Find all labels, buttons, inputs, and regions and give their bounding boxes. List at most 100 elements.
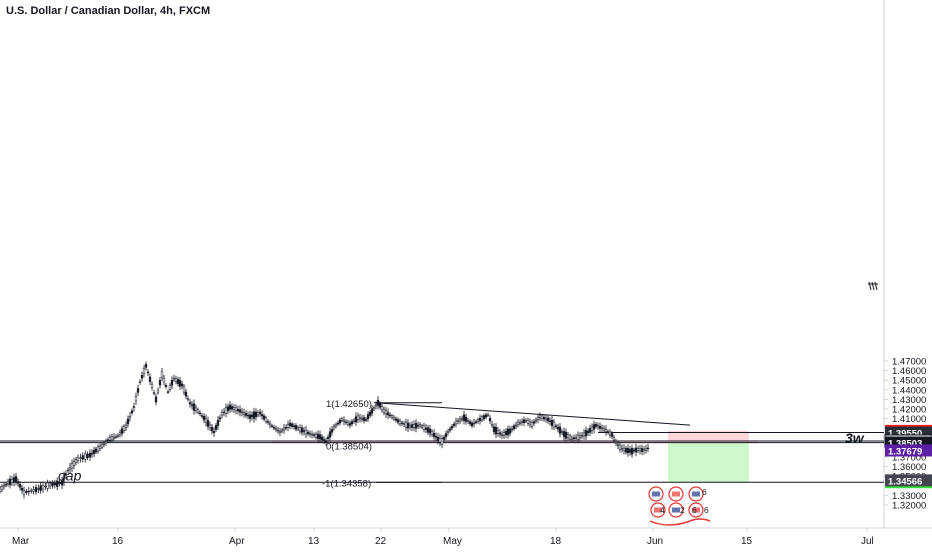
candle-body: [506, 428, 510, 436]
candle-body: [524, 420, 528, 422]
candle-body: [132, 406, 136, 408]
candle-body: [198, 412, 202, 415]
candle-body: [598, 425, 602, 429]
candle-body: [86, 453, 89, 458]
candle-body: [228, 404, 232, 410]
candle-body: [504, 431, 508, 435]
candle-body: [244, 413, 248, 416]
y-tick-label: 1.41000: [892, 414, 926, 425]
candle-body: [194, 407, 198, 411]
candle-body: [366, 414, 370, 420]
candle-body: [582, 432, 586, 437]
candle-body: [162, 378, 166, 383]
candle-body: [360, 418, 364, 420]
candle-body: [176, 379, 180, 385]
candle-body: [39, 485, 42, 491]
candle-body: [552, 421, 556, 428]
candle-body: [290, 423, 294, 427]
candle-body: [254, 411, 258, 417]
risk-zone: [668, 430, 749, 443]
candle-body: [494, 427, 498, 435]
candle-body: [296, 427, 300, 430]
candle-body: [646, 447, 650, 450]
candle-body: [628, 449, 632, 453]
candle-body: [404, 421, 408, 428]
candle-body: [79, 457, 82, 459]
candle-body: [592, 424, 596, 430]
candle-body: [268, 423, 272, 426]
candle-body: [240, 411, 244, 414]
candle-body: [492, 426, 496, 432]
candle-body: [452, 423, 456, 426]
candle-body: [528, 421, 532, 425]
candle-body: [280, 429, 284, 432]
candle-body: [2, 485, 6, 488]
candle-body: [210, 427, 214, 432]
x-tick-label: 15: [741, 536, 753, 547]
y-tick-label: 1.32000: [892, 501, 926, 512]
candle-body: [60, 480, 64, 486]
candle-body: [392, 416, 396, 420]
candle-body: [622, 447, 626, 451]
flag-icon: [654, 507, 662, 513]
candle-body: [468, 421, 472, 424]
candle-body: [586, 430, 590, 434]
candle-body: [10, 479, 14, 483]
candle-body: [588, 428, 592, 433]
candle-body: [242, 412, 246, 415]
candle-body: [276, 429, 280, 432]
candle-body: [88, 452, 92, 458]
candle-body: [352, 420, 356, 422]
candle-body: [14, 476, 18, 482]
candle-body: [226, 406, 230, 411]
candle-body: [130, 410, 134, 414]
candle-body: [372, 407, 376, 410]
candle-body: [62, 475, 66, 482]
candle-body: [304, 429, 308, 435]
candle-body: [448, 428, 452, 431]
candle-body: [544, 417, 548, 420]
candle-body: [640, 448, 644, 452]
event-badge-count: 6: [704, 505, 709, 515]
candle-body: [502, 432, 506, 436]
candle-body: [478, 418, 482, 422]
candle-body: [22, 490, 26, 496]
candle-body: [594, 423, 598, 427]
candle-body: [214, 425, 218, 430]
candle-body: [546, 417, 550, 422]
candle-body: [262, 415, 266, 420]
candle-body: [148, 376, 152, 382]
candle-body: [500, 434, 504, 436]
candle-body: [158, 380, 162, 386]
candle-body: [0, 485, 4, 490]
candle-body: [624, 448, 628, 453]
candle-body: [454, 420, 458, 425]
candle-body: [292, 425, 296, 428]
candle-body: [344, 421, 348, 423]
candle-body: [64, 473, 68, 476]
x-tick-label: Jun: [647, 536, 663, 547]
candle-body: [490, 424, 494, 426]
candle-body: [376, 399, 380, 406]
fib-label-1: 1(1.42650): [326, 399, 372, 410]
candle-body: [188, 402, 192, 405]
candle-body: [144, 363, 148, 368]
candle-body: [90, 453, 94, 455]
candle-body: [92, 450, 96, 454]
price-label-box: [885, 444, 932, 457]
candle-body: [608, 431, 612, 436]
candle-body: [554, 425, 558, 428]
candle-body: [486, 414, 490, 416]
candle-body: [416, 425, 420, 427]
candle-body: [264, 417, 268, 422]
candle-body: [34, 487, 38, 493]
candle-body: [630, 448, 634, 455]
candle-body: [414, 422, 418, 429]
candle-body: [94, 448, 98, 453]
candle-body: [428, 428, 432, 434]
candle-body: [294, 425, 298, 430]
candle-body: [476, 419, 480, 422]
candle-body: [12, 477, 16, 483]
